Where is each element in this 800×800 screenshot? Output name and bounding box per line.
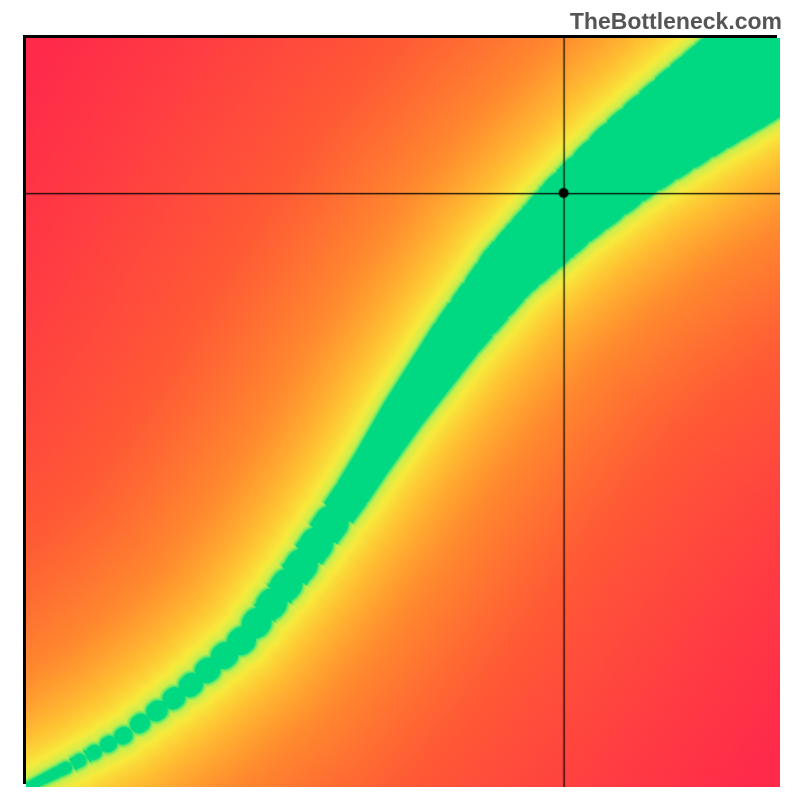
plot-frame bbox=[23, 35, 777, 784]
heatmap-canvas bbox=[26, 38, 780, 787]
chart-container: TheBottleneck.com bbox=[0, 0, 800, 800]
watermark-text: TheBottleneck.com bbox=[570, 8, 782, 35]
